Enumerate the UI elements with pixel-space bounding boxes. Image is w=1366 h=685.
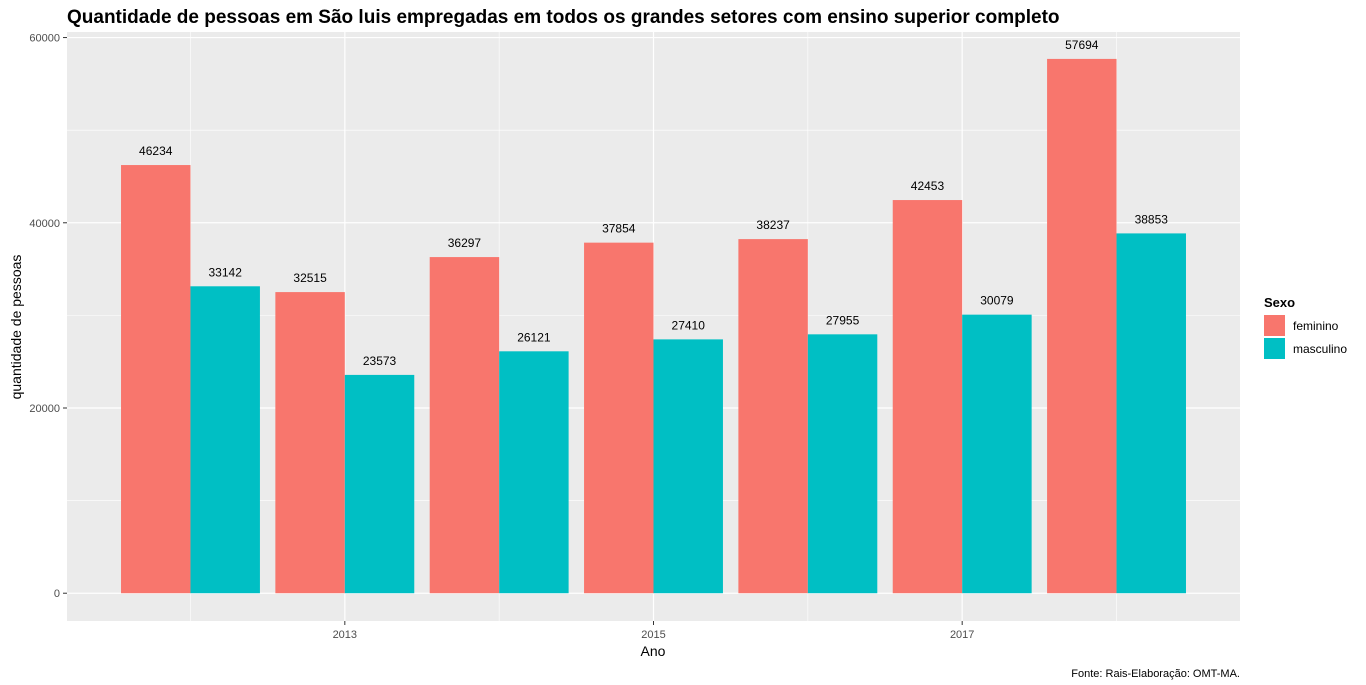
y-tick-label: 0 bbox=[54, 588, 60, 600]
bar-masculino-2016 bbox=[807, 334, 878, 594]
y-axis: 0 20000 40000 60000 bbox=[29, 33, 67, 600]
bar-masculino-2018 bbox=[1116, 233, 1186, 594]
bar-masculino-2012 bbox=[190, 286, 260, 594]
data-label-feminino-2018: 57694 bbox=[1065, 38, 1099, 52]
bars bbox=[121, 58, 1186, 594]
legend-label-masculino: masculino bbox=[1293, 342, 1347, 356]
data-label-masculino-2012: 33142 bbox=[209, 265, 243, 279]
caption: Fonte: Rais-Elaboração: OMT-MA. bbox=[1071, 668, 1240, 680]
bar-feminino-2017 bbox=[892, 200, 963, 594]
bar-feminino-2013 bbox=[275, 292, 345, 594]
bar-feminino-2012 bbox=[121, 165, 191, 594]
data-label-masculino-2016: 27955 bbox=[826, 313, 860, 327]
data-labels: 46234 33142 32515 23573 36297 26121 37854 27410… bbox=[139, 38, 1168, 368]
data-label-masculino-2015: 27410 bbox=[672, 318, 706, 332]
legend: Sexo feminino masculino bbox=[1264, 295, 1347, 359]
data-label-feminino-2015: 37854 bbox=[602, 222, 636, 236]
data-label-feminino-2017: 42453 bbox=[911, 179, 945, 193]
x-tick-label: 2017 bbox=[950, 629, 974, 641]
bar-masculino-2015 bbox=[653, 339, 723, 594]
data-label-masculino-2017: 30079 bbox=[980, 294, 1014, 308]
legend-swatch-masculino bbox=[1264, 338, 1285, 359]
y-axis-title: quantidade de pessoas bbox=[8, 255, 24, 400]
data-label-feminino-2013: 32515 bbox=[293, 271, 327, 285]
data-label-feminino-2014: 36297 bbox=[448, 236, 482, 250]
bar-feminino-2016 bbox=[738, 239, 808, 594]
legend-title: Sexo bbox=[1264, 295, 1295, 310]
bar-feminino-2018 bbox=[1047, 58, 1117, 594]
data-label-feminino-2016: 38237 bbox=[756, 218, 790, 232]
x-axis: 2013 2015 2017 bbox=[333, 621, 974, 641]
data-label-masculino-2014: 26121 bbox=[517, 330, 551, 344]
x-tick-label: 2015 bbox=[641, 629, 665, 641]
y-tick-label: 40000 bbox=[29, 218, 60, 230]
chart-title: Quantidade de pessoas em São luis empreg… bbox=[67, 7, 1060, 28]
x-tick-label: 2013 bbox=[333, 629, 357, 641]
legend-swatch-feminino bbox=[1264, 315, 1285, 336]
bar-feminino-2014 bbox=[429, 257, 500, 594]
data-label-masculino-2013: 23573 bbox=[363, 354, 397, 368]
data-label-feminino-2012: 46234 bbox=[139, 144, 173, 158]
data-label-masculino-2018: 38853 bbox=[1135, 212, 1169, 226]
y-tick-label: 60000 bbox=[29, 33, 60, 45]
x-axis-title: Ano bbox=[641, 643, 666, 659]
bar-masculino-2013 bbox=[344, 374, 415, 594]
legend-label-feminino: feminino bbox=[1293, 319, 1339, 333]
y-tick-label: 20000 bbox=[29, 403, 60, 415]
bar-masculino-2014 bbox=[499, 351, 569, 594]
bar-masculino-2017 bbox=[962, 314, 1032, 594]
bar-feminino-2015 bbox=[584, 242, 654, 594]
